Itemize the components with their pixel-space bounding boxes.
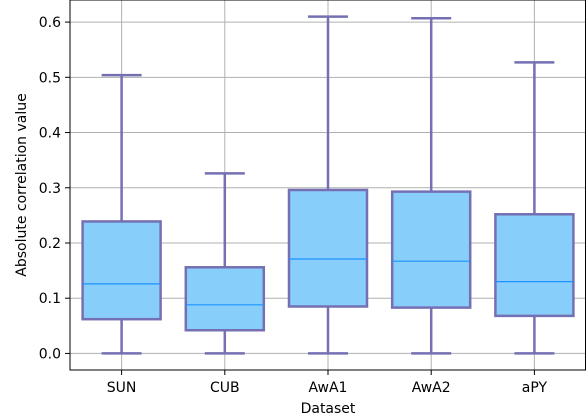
- x-axis-label: Dataset: [301, 401, 356, 417]
- box-sun: [81, 73, 162, 355]
- box-apy: [494, 61, 575, 355]
- y-axis-ticks: 0.0 0.1 0.2 0.3 0.4 0.5 0.6: [39, 15, 70, 362]
- y-tick-label: 0.5: [39, 70, 61, 86]
- y-tick-label: 0.0: [39, 346, 61, 362]
- box-awa1: [287, 15, 369, 355]
- box-iqr: [81, 220, 162, 321]
- box-iqr: [390, 190, 472, 309]
- x-axis-ticks: SUN CUB AwA1 AwA2 aPY: [107, 370, 548, 396]
- x-tick-label-sun: SUN: [107, 380, 137, 396]
- y-tick-label: 0.1: [39, 291, 61, 307]
- y-axis-label: Absolute correlation value: [14, 93, 30, 276]
- x-tick-label-awa1: AwA1: [309, 380, 348, 396]
- x-tick-label-apy: aPY: [522, 380, 548, 396]
- box-iqr: [494, 213, 575, 318]
- box-awa2: [390, 16, 472, 355]
- box-iqr: [184, 266, 266, 332]
- x-tick-label-awa2: AwA2: [412, 380, 451, 396]
- y-tick-label: 0.2: [39, 236, 61, 252]
- box-cub: [184, 172, 266, 355]
- box-series: [81, 15, 575, 355]
- y-tick-label: 0.6: [39, 15, 61, 31]
- box-iqr: [287, 188, 369, 308]
- x-tick-label-cub: CUB: [210, 380, 240, 396]
- y-tick-label: 0.3: [39, 181, 61, 197]
- y-tick-label: 0.4: [39, 126, 61, 142]
